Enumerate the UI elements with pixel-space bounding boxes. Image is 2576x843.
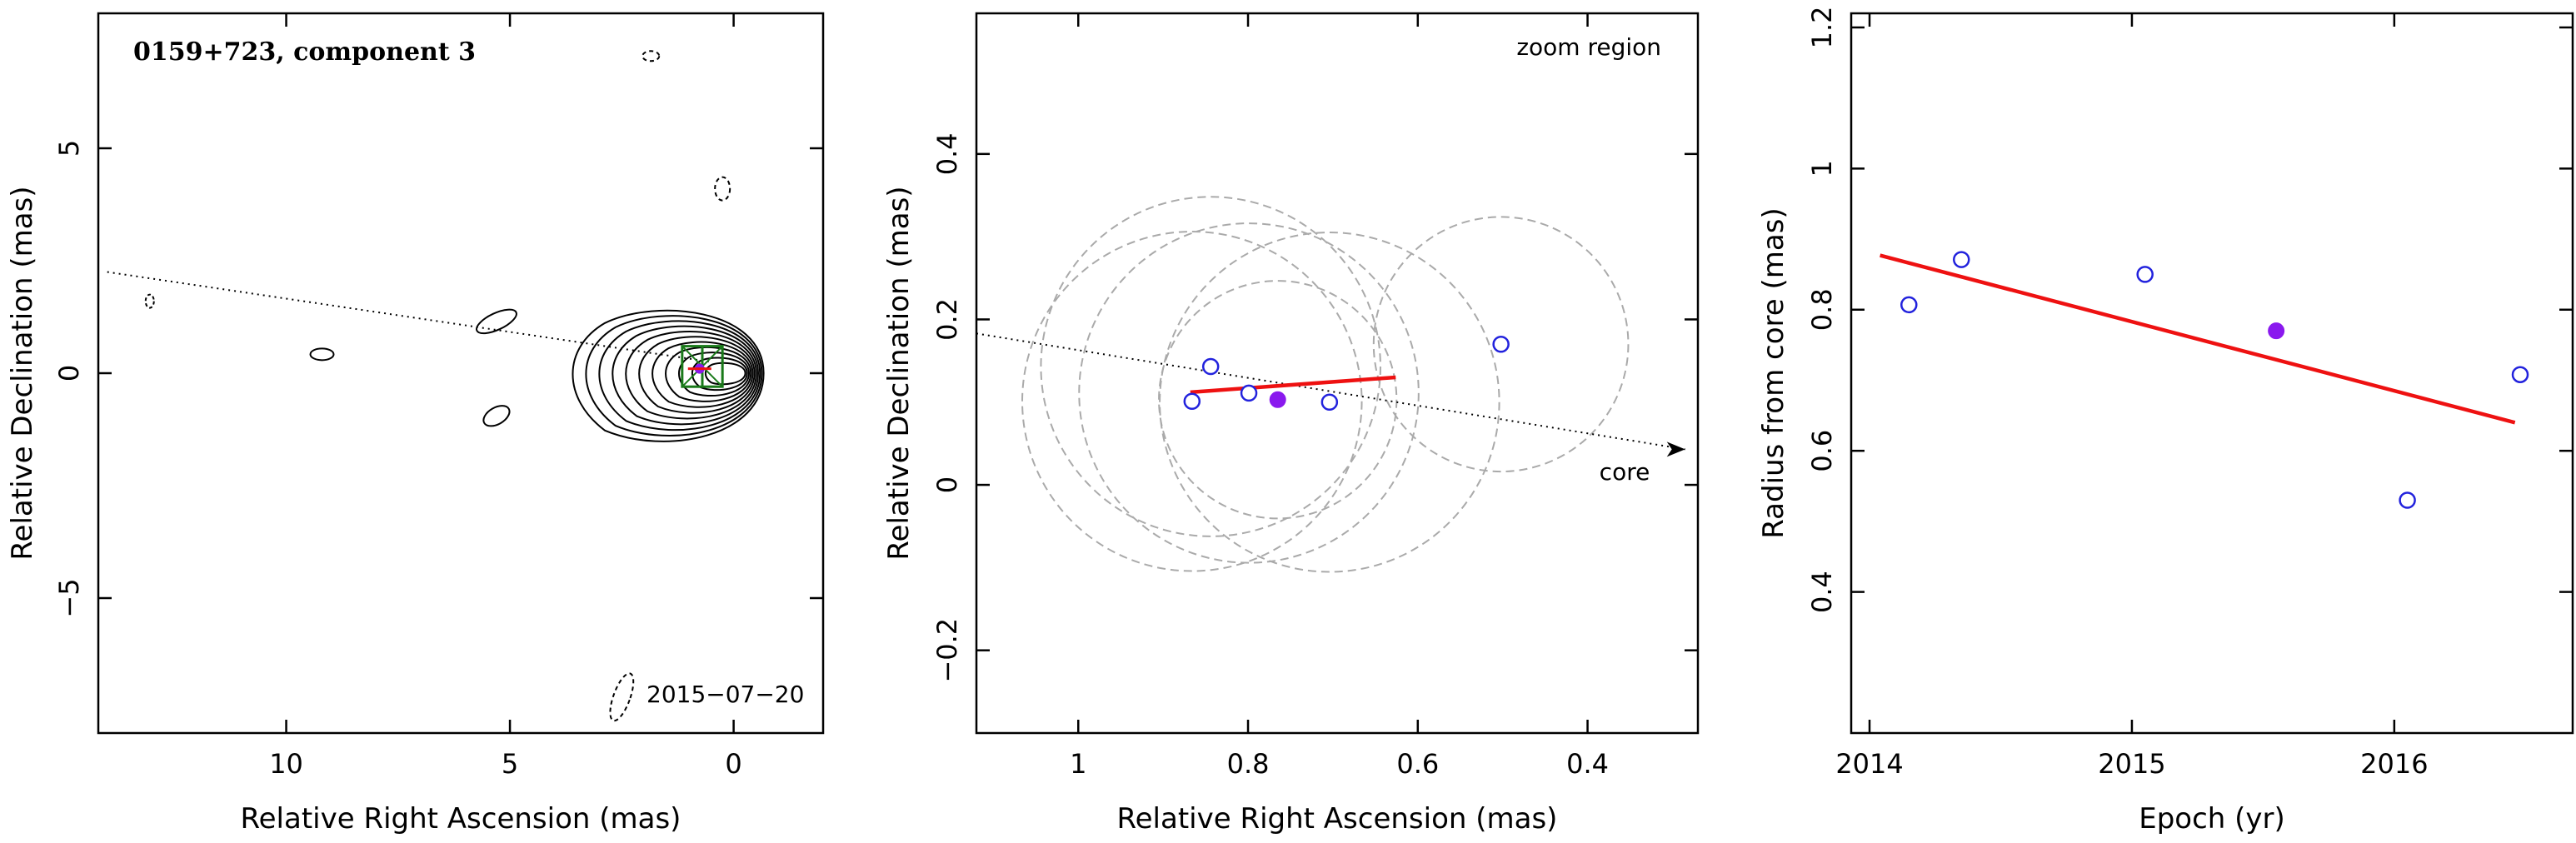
panel3-frame [1850, 12, 2574, 735]
panel1-frame [97, 12, 825, 735]
panel3-ytick-label: 1 [1806, 160, 1838, 177]
negative-contour [714, 176, 731, 202]
error-circle [1021, 231, 1363, 572]
panel2-ytick-label: 0.2 [931, 298, 963, 341]
panel1-ytick-label: −5 [53, 578, 85, 617]
panel2-ytick-label: 0.4 [931, 132, 963, 175]
contour-level [585, 315, 763, 436]
panel3-xtick-label: 2015 [2098, 748, 2165, 780]
panel-contour-map: 10 5 0 −5 0 5 0159+723, component 3 2015−07−2… [6, 12, 825, 836]
contour-level [677, 352, 750, 397]
panel2-ticks: 1 0.8 0.6 0.4 −0.2 0 0.2 0.4 [931, 13, 1698, 780]
contour-level [598, 320, 761, 431]
panel3-ytick-label: 0.4 [1806, 571, 1838, 613]
panel3-plot-area [1880, 251, 2529, 509]
panel1-ytick-label: 5 [53, 140, 85, 157]
panel1-title: 0159+723, component 3 [133, 37, 476, 67]
panel2-xtick-label: 1 [1070, 748, 1086, 780]
core-direction-arrow [1666, 441, 1685, 457]
panel3-ticks: 2014 2015 2016 0.4 0.6 0.8 1 1.2 [1806, 6, 2573, 780]
contour-level [651, 341, 754, 408]
data-point-filled [1269, 391, 1286, 408]
panel2-y-axis-label: Relative Declination (mas) [882, 186, 916, 560]
panel2-ytick-label: 0 [931, 476, 963, 493]
negative-contour [144, 293, 155, 309]
contour-level [625, 331, 757, 420]
contour-level [638, 336, 756, 414]
panel3-ytick-label: 0.6 [1806, 430, 1838, 472]
negative-contour [642, 50, 661, 62]
contour-level [665, 346, 752, 402]
panel2-plot-area [976, 196, 1685, 573]
panel2-xtick-label: 0.8 [1227, 748, 1270, 780]
panel1-y-axis-label: Relative Declination (mas) [6, 186, 39, 560]
fit-line [1880, 253, 2516, 425]
panel1-x-axis-label: Relative Right Ascension (mas) [241, 802, 681, 836]
panel3-xtick-label: 2016 [2360, 748, 2428, 780]
panel2-frame [975, 12, 1700, 735]
panel3-x-axis-label: Epoch (yr) [2139, 802, 2285, 836]
panel-radius-vs-epoch: 2014 2015 2016 0.4 0.6 0.8 1 1.2 Epoch (yr) Rad… [1757, 6, 2574, 836]
jet-axis-line [976, 332, 1685, 451]
data-point-open [1953, 251, 1970, 268]
panel3-xtick-label: 2014 [1835, 748, 1903, 780]
data-point-open [1320, 393, 1339, 412]
panel1-plot-area [107, 50, 765, 722]
data-point-open [1201, 357, 1220, 376]
contour-blob [482, 405, 511, 427]
fit-line [1190, 375, 1396, 395]
panel1-xtick-label: 5 [502, 748, 518, 780]
panel2-xtick-label: 0.6 [1396, 748, 1439, 780]
panel1-xtick-label: 10 [269, 748, 303, 780]
data-point-open [1183, 392, 1201, 411]
data-point-open [2511, 366, 2529, 383]
contour-blob [476, 308, 517, 335]
panel2-x-axis-label: Relative Right Ascension (mas) [1117, 802, 1558, 836]
data-point-open [2136, 266, 2154, 283]
contour-level [612, 325, 759, 426]
panel2-xtick-label: 0.4 [1566, 748, 1609, 780]
data-point-open [2399, 491, 2416, 509]
contour-level [704, 362, 746, 386]
data-point-filled [2268, 322, 2285, 340]
panel2-core-label: core [1600, 458, 1650, 486]
panel3-y-axis-label: Radius from core (mas) [1757, 207, 1790, 538]
error-circle [1158, 280, 1398, 520]
data-point-open [1240, 384, 1258, 402]
data-point-open [1492, 335, 1510, 353]
error-circle [1159, 231, 1500, 573]
panel1-ticks: 10 5 0 −5 0 5 [53, 13, 823, 780]
jet-axis-line [107, 271, 711, 363]
panel1-xtick-label: 0 [725, 748, 741, 780]
panel-zoom-region: 1 0.8 0.6 0.4 −0.2 0 0.2 0.4 zoom region core R… [882, 12, 1700, 836]
contour-blob [309, 347, 335, 362]
error-circle [1040, 196, 1381, 537]
panel2-ytick-label: −0.2 [931, 618, 963, 683]
panel1-ytick-label: 0 [53, 365, 85, 382]
panel1-date-annotation: 2015−07−20 [646, 681, 804, 708]
panel3-ytick-label: 1.2 [1806, 6, 1838, 48]
data-point-open [1900, 296, 1918, 314]
contour-level [572, 309, 765, 442]
error-circle [1372, 216, 1630, 473]
panel3-ytick-label: 0.8 [1806, 288, 1838, 331]
negative-contour [609, 672, 635, 722]
panel2-zoom-annotation: zoom region [1516, 33, 1661, 61]
contour-level [691, 357, 748, 392]
